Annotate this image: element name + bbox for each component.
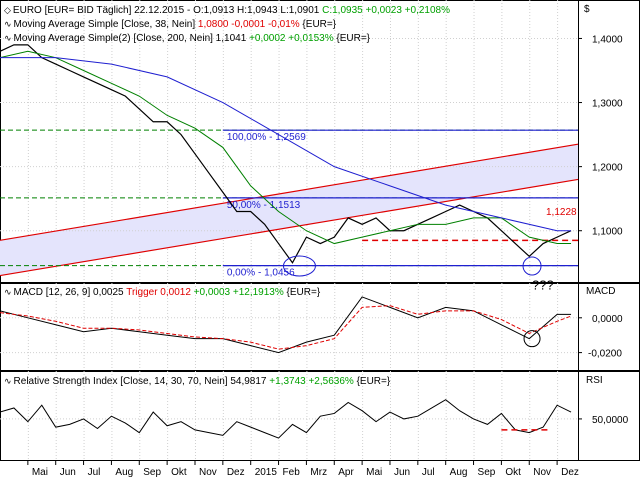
price-tick-label: 1,4000 [592, 34, 623, 45]
macd-header: ∿ MACD [12, 26, 9] 0,0025 Trigger 0,0012 … [4, 286, 320, 299]
x-tick-label: Jul [422, 467, 435, 478]
x-tick-label: Nov [199, 467, 217, 478]
series-trigger [0, 305, 572, 350]
x-tick-label: Jul [88, 467, 101, 478]
channel-fill [0, 144, 578, 276]
header-line-price: ◇ EURO [EUR= BID Täglich] 22.12.2015 - O:… [4, 4, 450, 17]
sma200-title: Moving Average Simple(2) [Close, 200, Ne… [13, 33, 250, 44]
rsi-header: ∿ Relative Strength Index [Close, 14, 30,… [4, 375, 390, 388]
circle-annotation [523, 330, 541, 348]
x-tick-label: 2015 [255, 467, 278, 478]
x-tick-label: Jun [394, 467, 410, 478]
rsi-suffix: {EUR=} [353, 376, 391, 387]
x-tick-label: Okt [505, 467, 521, 478]
series-price [0, 44, 572, 264]
series-macd [0, 296, 572, 354]
header-line-sma38: ∿ Moving Average Simple [Close, 38, Nein]… [4, 18, 336, 31]
indicator-icon: ∿ [4, 19, 12, 29]
price-ohlc: O:1,0913 H:1,0943 L:1,0901 [193, 5, 323, 16]
fib-level-label: 100,00% - 1,2569 [227, 132, 306, 143]
sma38-title: Moving Average Simple [Close, 38, Nein] [13, 19, 198, 30]
x-tick-label: Dez [561, 467, 579, 478]
x-tick-label: Feb [283, 467, 301, 478]
channel-lower-line [0, 178, 579, 277]
x-tick-label: Okt [171, 467, 187, 478]
question-annotation: ??? [532, 278, 554, 293]
series-sma200 [0, 57, 572, 232]
macd-change: +0,0003 +12,1913% [193, 287, 284, 298]
rsi-change: +1,3743 +2,5636% [269, 376, 354, 387]
x-tick-label: Sep [143, 467, 161, 478]
sma38-value: 1,0800 -0,0001 -0,01% [197, 19, 300, 30]
indicator-icon: ∿ [4, 376, 12, 386]
sma200-value: +0,0002 +0,0153% [249, 33, 334, 44]
channel-upper-line [0, 143, 579, 241]
macd-suffix: {EUR=} [283, 287, 321, 298]
currency-label: $ [584, 4, 590, 15]
x-tick-label: Mai [32, 467, 48, 478]
x-tick-label: Sep [478, 467, 496, 478]
last-value-label: 1,1228 [546, 207, 577, 218]
price-title: EURO [EUR= BID Täglich] 22.12.2015 - [12, 5, 194, 16]
x-tick-label: Apr [338, 467, 354, 478]
x-tick-label: Mai [366, 467, 382, 478]
x-tick-label: Jun [60, 467, 76, 478]
sma200-suffix: {EUR=} [333, 33, 371, 44]
rsi-axis-title: RSI [586, 375, 603, 386]
fib-level-label: 0,00% - 1,0456 [227, 268, 295, 279]
series-rsi [0, 399, 572, 439]
x-tick-label: Mrz [310, 467, 327, 478]
rsi-tick-label: 50,0000 [592, 415, 629, 426]
macd-tick-label: 0,0000 [592, 314, 623, 325]
series-sma38 [0, 50, 572, 245]
x-tick-label: Aug [115, 467, 133, 478]
price-close: C:1,0935 +0,0023 +0,2108% [322, 5, 450, 16]
indicator-icon: ∿ [4, 287, 12, 297]
diamond-icon: ◇ [4, 5, 11, 15]
indicator-icon: ∿ [4, 33, 12, 43]
fib-level-label: 50,00% - 1,1513 [227, 200, 301, 211]
macd-tick-label: -0,0200 [588, 349, 622, 360]
circle-annotation [522, 256, 542, 276]
rsi-title: Relative Strength Index [Close, 14, 30, … [13, 376, 270, 387]
macd-title: MACD [12, 26, 9] 0,0025 [13, 287, 127, 298]
circle-annotation [282, 255, 316, 277]
x-tick-label: Aug [450, 467, 468, 478]
macd-axis-title: MACD [586, 286, 616, 297]
price-tick-label: 1,3000 [592, 99, 623, 110]
macd-trigger: Trigger 0,0012 [126, 287, 194, 298]
sma38-suffix: {EUR=} [299, 19, 337, 30]
price-tick-label: 1,2000 [592, 163, 623, 174]
x-tick-label: Dez [227, 467, 245, 478]
x-tick-label: Nov [533, 467, 551, 478]
header-line-sma200: ∿ Moving Average Simple(2) [Close, 200, N… [4, 32, 370, 45]
price-tick-label: 1,1000 [592, 227, 623, 238]
